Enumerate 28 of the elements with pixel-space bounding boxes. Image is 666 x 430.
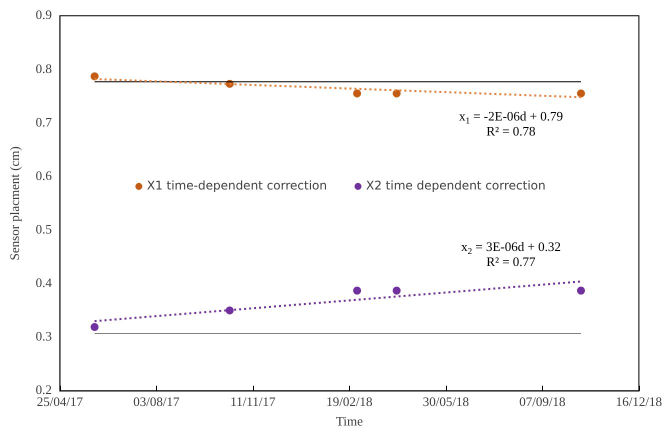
point (576, 89, 585, 98)
point (576, 286, 585, 295)
x-tick-label: 03/08/17 (133, 394, 180, 410)
y-axis-title: Sensor placment (cm) (7, 146, 22, 260)
point (392, 89, 401, 98)
y-tick-label: 0.6 (36, 168, 52, 183)
x-tick-label: 16/12/18 (616, 394, 662, 410)
y-tick-label: 0.8 (36, 60, 52, 76)
point (90, 72, 99, 80)
point (226, 306, 234, 314)
annotation: R² = 0.77 (486, 254, 536, 269)
point (353, 286, 362, 295)
y-tick-label: 0.9 (36, 7, 52, 22)
y-tick-label: 0.7 (36, 114, 52, 130)
x-tick-label: 07/09/18 (519, 394, 566, 410)
point (90, 323, 99, 332)
x-tick-label: 30/05/18 (422, 394, 469, 410)
legend-label: X1 time-dependent correction (146, 178, 327, 193)
y-tick-label: 0.3 (36, 328, 52, 344)
y-tick-label: 0.5 (36, 222, 52, 237)
x-tick-label: 11/11/17 (230, 394, 276, 410)
annotation: R² = 0.78 (486, 124, 536, 139)
y-tick-label: 0.4 (36, 275, 52, 290)
x-axis-title: Time (336, 414, 364, 429)
legend-label: X2 time dependent correction (366, 178, 546, 193)
point (392, 286, 401, 295)
x-tick-label: 19/02/18 (326, 394, 372, 410)
point (353, 89, 362, 98)
